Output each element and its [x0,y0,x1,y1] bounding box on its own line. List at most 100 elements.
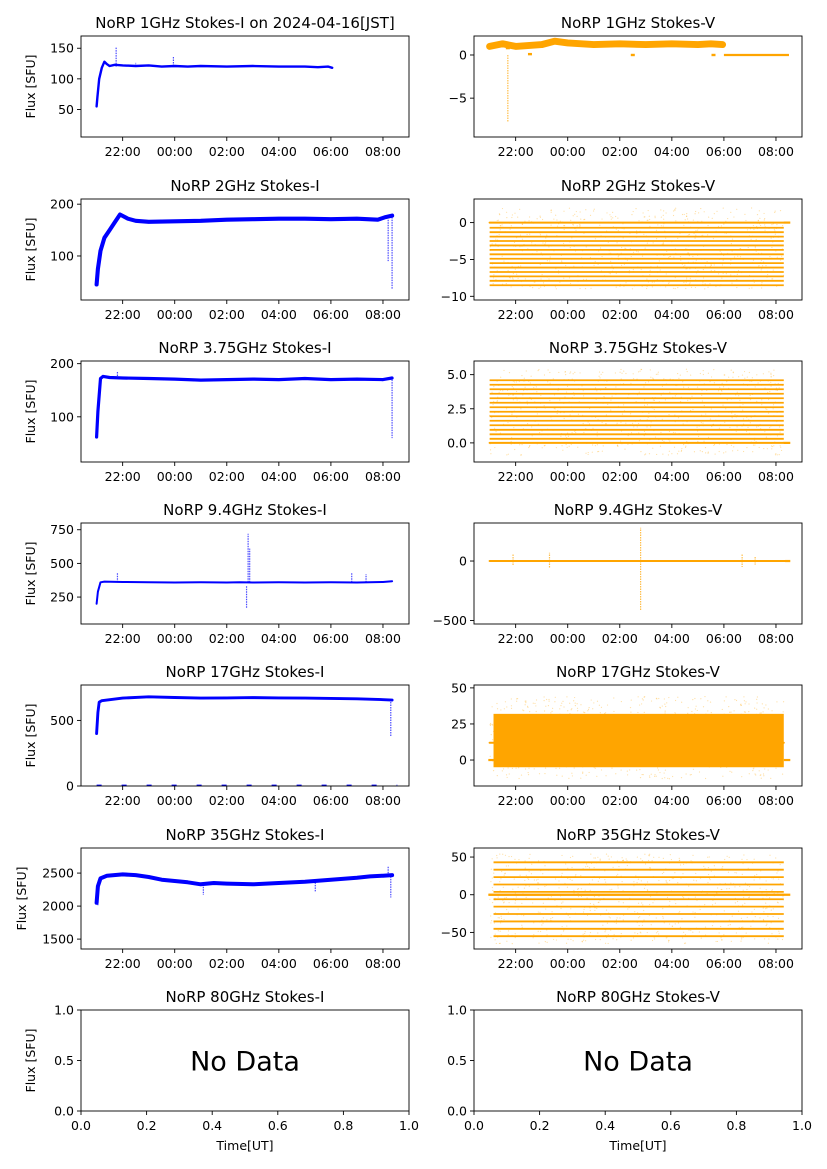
data-point [754,938,756,940]
data-point [768,371,770,373]
data-point [621,246,623,249]
data-point [655,932,658,934]
data-point [555,767,557,769]
data-point [637,696,639,698]
data-point [626,859,628,862]
data-point [602,371,604,373]
data-point [688,233,691,235]
data-point [560,907,562,910]
data-point [665,273,667,275]
data-point [677,287,679,289]
x-tick-label: 08:00 [365,307,401,322]
data-point [725,273,727,275]
data-point [744,213,746,215]
data-point [618,901,620,903]
data-point [538,773,541,775]
data-point [735,932,737,934]
data-point [723,374,725,376]
data-point [709,418,712,420]
data-point [528,885,530,887]
data-point [507,767,509,769]
data-point [596,431,598,433]
data-point [733,216,735,218]
axes-frame [80,522,410,625]
data-point [661,439,663,441]
data-point [749,394,751,397]
data-point [747,246,749,249]
data-point [577,888,579,890]
data-point [715,940,717,943]
data-point [514,936,516,939]
data-point [593,896,596,898]
chart-title: NoRP 2GHz Stokes-V [561,177,716,195]
data-point [639,777,642,779]
data-point [543,696,545,698]
data-point [657,769,660,771]
data-point [569,916,571,918]
data-point [776,435,778,437]
data-point [639,769,641,771]
data-point [537,878,539,880]
data-point [517,216,519,218]
data-point [493,274,495,276]
data-point [777,870,779,872]
data-point [540,278,542,280]
data-point [704,288,706,290]
data-point [519,874,521,876]
data-point [574,702,576,704]
data-point [713,264,715,266]
data-point [496,708,499,710]
data-point [563,225,566,227]
data-point [502,768,505,770]
data-point [612,866,614,868]
data-point [490,734,492,736]
data-point [523,915,525,917]
data-point [495,431,497,433]
data-point [521,924,523,926]
data-point [624,247,626,249]
data-point [561,902,563,904]
x-tick-label: 06:00 [313,469,349,484]
data-point [505,774,508,776]
data-point [592,210,595,212]
data-point [662,243,665,245]
data-point [721,390,723,392]
plot-area-p6 [488,368,791,456]
data-point [743,711,746,713]
data-point [615,215,617,218]
data-point [714,902,716,904]
plot-area-p12 [488,853,791,945]
data-point [574,213,576,215]
data-point [720,888,722,891]
data-point [780,446,782,448]
data-point [604,712,607,714]
data-point [600,769,603,771]
data-point [757,220,759,222]
data-point [671,877,673,879]
data-point [548,698,550,701]
data-point [501,770,503,772]
data-point [640,880,642,882]
data-point [692,911,694,913]
data-point [623,370,625,372]
data-point [500,878,502,880]
data-point [490,920,493,922]
x-tick-label: 22:00 [498,307,534,322]
data-point [571,775,574,777]
data-point [615,386,617,388]
data-point [694,213,696,215]
data-point [527,771,529,774]
data-point [590,853,592,855]
data-point [657,371,659,373]
data-series [94,374,394,439]
data-point [729,924,731,926]
data-point [562,242,565,245]
data-point [742,409,744,411]
data-point [626,770,628,772]
data-point [535,386,537,388]
data-point [496,775,498,777]
data-point [722,207,724,209]
data-point [727,924,729,926]
data-point [644,853,646,855]
data-point [532,937,534,939]
